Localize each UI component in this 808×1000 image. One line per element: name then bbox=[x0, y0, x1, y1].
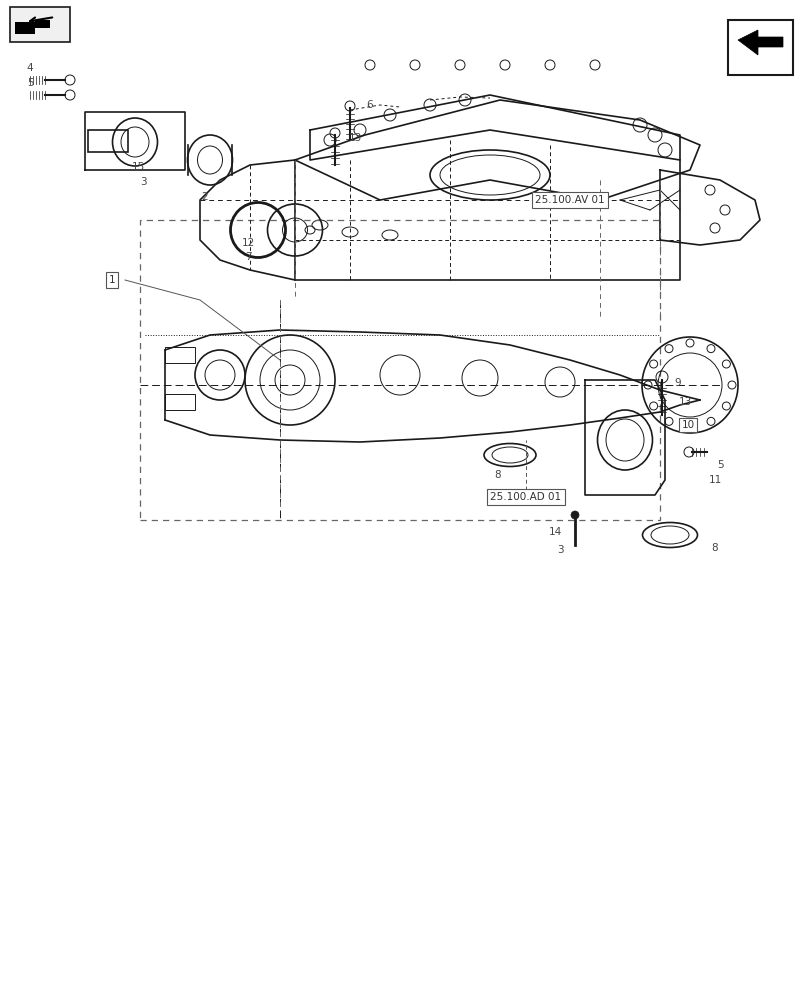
Text: 25.100.AD 01: 25.100.AD 01 bbox=[490, 492, 562, 502]
Text: 12: 12 bbox=[242, 238, 255, 248]
FancyBboxPatch shape bbox=[10, 7, 70, 42]
Text: 11: 11 bbox=[709, 475, 722, 485]
Text: 3: 3 bbox=[140, 177, 146, 187]
Text: 8: 8 bbox=[712, 543, 718, 553]
Text: 6: 6 bbox=[367, 100, 373, 110]
FancyBboxPatch shape bbox=[728, 20, 793, 75]
Text: 14: 14 bbox=[549, 527, 562, 537]
Text: 15: 15 bbox=[132, 162, 145, 172]
Text: 5: 5 bbox=[27, 78, 33, 88]
Polygon shape bbox=[738, 30, 783, 55]
Bar bbox=[165, 347, 195, 363]
Bar bbox=[165, 394, 195, 410]
Text: 3: 3 bbox=[557, 545, 563, 555]
Text: 10: 10 bbox=[681, 420, 695, 430]
Text: 8: 8 bbox=[494, 470, 501, 480]
Circle shape bbox=[571, 511, 579, 519]
Bar bbox=[35, 20, 50, 28]
Text: 9: 9 bbox=[675, 378, 681, 388]
Text: 5: 5 bbox=[717, 460, 723, 470]
Text: 13: 13 bbox=[348, 133, 362, 143]
Bar bbox=[88, 130, 128, 152]
Text: 13: 13 bbox=[679, 397, 692, 407]
Text: 7: 7 bbox=[245, 252, 251, 262]
Text: 2: 2 bbox=[202, 192, 208, 202]
Text: 25.100.AV 01: 25.100.AV 01 bbox=[535, 195, 605, 205]
Bar bbox=[15, 22, 35, 34]
Text: 4: 4 bbox=[27, 63, 33, 73]
Text: 1: 1 bbox=[109, 275, 116, 285]
